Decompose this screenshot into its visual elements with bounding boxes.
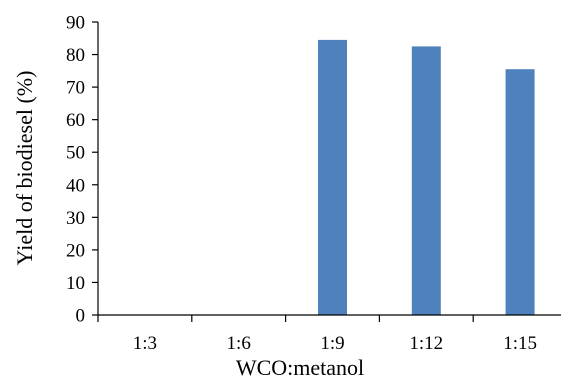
- x-axis-ticks: 1:3 1:6 1:9 1:12 1:15: [97, 315, 537, 354]
- bar-1-9: [318, 39, 347, 316]
- y-tick-label: 60: [66, 110, 85, 131]
- x-axis-title: WCO:metanol: [236, 355, 364, 380]
- x-tick-label: 1:3: [133, 333, 157, 354]
- y-tick-label: 0: [76, 306, 86, 327]
- y-tick-label: 40: [66, 175, 85, 196]
- x-tick-label: 1:15: [503, 333, 537, 354]
- y-tick-label: 90: [66, 13, 85, 34]
- y-axis-title: Yield of biodiesel (%): [12, 71, 37, 266]
- x-tick-label: 1:12: [409, 333, 443, 354]
- y-tick-label: 70: [66, 78, 85, 99]
- bar-1-12: [411, 46, 441, 316]
- y-tick-label: 50: [66, 143, 85, 164]
- y-tick-label: 20: [66, 240, 85, 261]
- bars: [318, 39, 535, 316]
- y-axis-ticks: 0 10 20 30 40 50 60 70 80 90: [66, 13, 98, 327]
- x-tick-label: 1:6: [227, 333, 251, 354]
- x-tick-label: 1:9: [320, 333, 344, 354]
- y-tick-label: 30: [66, 208, 85, 229]
- bar-1-15: [505, 69, 535, 315]
- y-tick-label: 80: [66, 45, 85, 66]
- y-tick-label: 10: [66, 273, 85, 294]
